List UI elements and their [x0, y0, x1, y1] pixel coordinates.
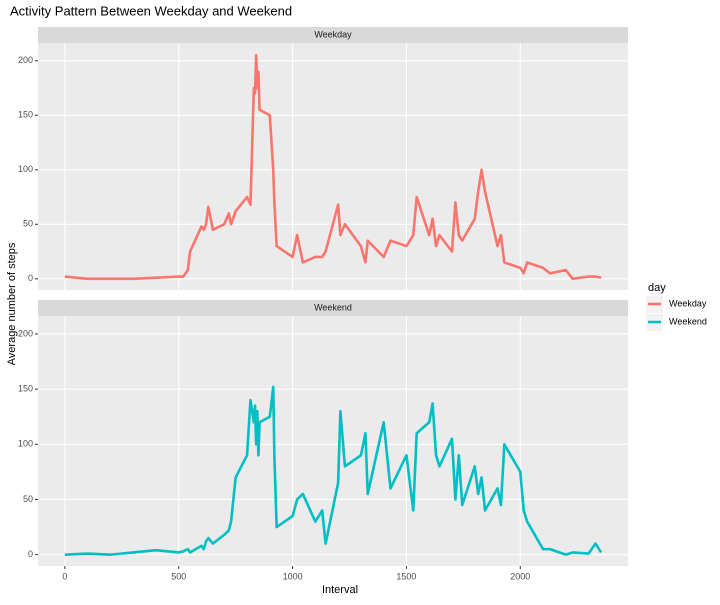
y-tick-label: 50: [23, 494, 33, 504]
line: [64, 385, 603, 556]
y-tick-label: 50: [23, 219, 33, 229]
y-axis-label: Average number of steps: [6, 242, 18, 365]
y-tick-label: 0: [28, 549, 33, 559]
x-tick-label: 2000: [510, 571, 530, 581]
panel: [38, 316, 628, 566]
legend-label: Weekday: [669, 298, 707, 308]
x-tick-label: 1000: [283, 571, 303, 581]
strip: [38, 300, 628, 316]
strip: [38, 27, 628, 43]
panel: [38, 43, 628, 290]
x-axis-label: Interval: [322, 584, 358, 596]
y-tick-label: 150: [18, 110, 33, 120]
strip-label: Weekday: [314, 29, 352, 39]
x-tick-label: 0: [62, 571, 67, 581]
y-tick-label: 150: [18, 384, 33, 394]
x-tick-label: 1500: [396, 571, 416, 581]
legend-title: day: [648, 282, 666, 294]
y-tick-label: 0: [28, 273, 33, 283]
strip-label: Weekend: [314, 302, 352, 312]
y-tick-label: 200: [18, 328, 33, 338]
y-tick-label: 100: [18, 439, 33, 449]
legend-label: Weekend: [669, 316, 707, 326]
chart-title: Activity Pattern Between Weekday and Wee…: [10, 3, 292, 18]
x-tick-label: 500: [171, 571, 186, 581]
y-tick-label: 100: [18, 164, 33, 174]
y-tick-label: 200: [18, 55, 33, 65]
line: [64, 54, 602, 281]
